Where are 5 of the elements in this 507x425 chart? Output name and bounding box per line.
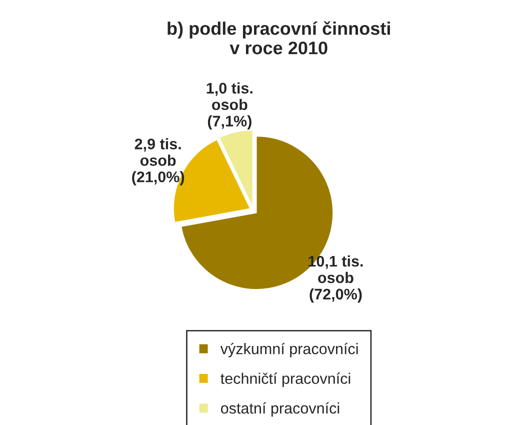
legend-label: výzkumní pracovníci (220, 342, 358, 358)
legend-label: techničtí pracovníci (220, 372, 350, 387)
data-label: 1,0 tis. osob (7,1%) (206, 82, 252, 130)
chart-title: b) podle pracovní činnosti v roce 2010 (168, 21, 390, 54)
legend-label: ostatní pracovníci (220, 402, 340, 417)
